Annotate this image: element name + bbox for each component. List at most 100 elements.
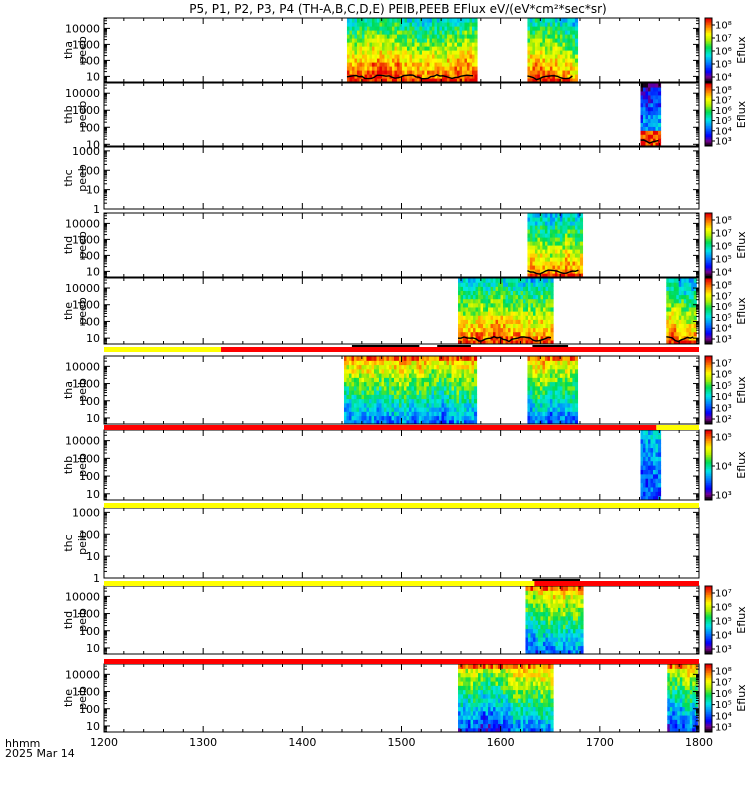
colorbar-cell [705, 133, 712, 136]
spectrogram-cell [495, 327, 499, 333]
spectrogram-cell [503, 282, 507, 287]
colorbar-cell [705, 100, 712, 103]
spectrogram-cell [562, 273, 566, 277]
spectrogram-cell [431, 411, 435, 417]
spectrogram-cell [414, 34, 418, 39]
spectrogram-cell [564, 368, 569, 374]
spectrogram-cell [549, 415, 554, 421]
spectrogram-cell [416, 50, 421, 55]
spectrogram-cell [515, 315, 519, 320]
spectrogram-cell [693, 311, 697, 316]
spectrogram-cell [406, 402, 410, 408]
spectrogram-cell [655, 126, 659, 131]
spectrogram-cell [572, 402, 576, 408]
colorbar-tick-label: 10³ [715, 335, 732, 346]
colorbar-cell [705, 217, 712, 220]
spectrogram-cell [361, 66, 366, 71]
data-interval [346, 18, 478, 82]
spectrogram-cell [495, 315, 499, 320]
spectrogram-cell [374, 70, 378, 75]
spectrogram-cell [505, 339, 509, 344]
spectrogram-cell [549, 245, 554, 250]
spectrogram-cell [446, 394, 450, 400]
spectrogram-cell [554, 34, 559, 39]
spectrogram-cell [527, 368, 531, 374]
colorbar-cell [705, 238, 712, 241]
spectrogram-cell [404, 70, 408, 75]
spectrogram-cell [480, 294, 484, 300]
spectrogram-cell [534, 34, 539, 39]
spectrogram-cell [574, 398, 579, 404]
colorbar-cell [705, 87, 712, 90]
spectrogram-cell [475, 298, 479, 304]
spectrogram-cell [465, 286, 469, 291]
spectrogram-cell [396, 419, 400, 424]
spectrogram-cell [652, 451, 657, 457]
spectrogram-cell [529, 273, 534, 277]
spectrogram-cell [478, 339, 482, 344]
colorbar-cell [705, 225, 712, 228]
colorbar-cell [705, 116, 712, 119]
spectrogram-cell [540, 335, 544, 341]
spectrogram-cell [419, 70, 423, 75]
spectrogram-cell [401, 30, 406, 35]
spectrogram-cell [411, 360, 415, 366]
colorbar-cell [705, 216, 712, 219]
spectrogram-cell [466, 66, 471, 71]
spectrogram-cell [343, 377, 348, 383]
spectrogram-cell [414, 22, 418, 27]
spectrogram-cell [562, 70, 566, 75]
spectrogram-cell [691, 311, 695, 316]
spectrogram-cell [483, 339, 487, 344]
spectrogram-cell [421, 50, 426, 55]
spectrogram-cell [485, 311, 489, 316]
spectrogram-cell [537, 46, 541, 51]
spectrogram-cell [493, 278, 497, 283]
spectrogram-cell [545, 315, 549, 320]
spectrogram-cell [554, 411, 559, 417]
spectrogram-cell [640, 491, 644, 497]
spectrogram-cell [353, 356, 358, 361]
spectrogram-cell [569, 38, 574, 43]
spectrogram-cell [433, 407, 438, 412]
spectrogram-cell [567, 213, 571, 218]
spectrogram-cell [645, 465, 649, 470]
spectrogram-cell [564, 233, 569, 238]
spectrogram-cell [353, 360, 358, 366]
spectrogram-cell [530, 319, 534, 324]
spectrogram-cell [359, 18, 363, 23]
spectrogram-cell [448, 360, 453, 366]
spectrogram-cell [363, 394, 368, 400]
spectrogram-cell [358, 419, 363, 424]
spectrogram-cell [448, 398, 453, 404]
spectrogram-cell [356, 381, 360, 387]
spectrogram-cell [539, 46, 544, 51]
y-axis-label-product: peib [76, 378, 89, 402]
spectrogram-cell [562, 54, 566, 59]
spectrogram-cell [548, 311, 552, 316]
spectrogram-cell [376, 360, 380, 366]
spectrogram-cell [647, 98, 652, 104]
spectrogram-cell [411, 394, 415, 400]
colorbar-cell [705, 27, 712, 30]
spectrogram-cell [542, 221, 546, 226]
colorbar-cell [705, 317, 712, 320]
spectrogram-cell [408, 390, 413, 395]
spectrogram-cell [403, 360, 408, 366]
spectrogram-cell [384, 26, 388, 31]
spectrogram-cell [548, 278, 552, 283]
spectrogram-cell [540, 298, 544, 304]
spectrogram-cell [534, 398, 539, 404]
spectrogram-cell [535, 327, 539, 333]
spectrogram-cell [528, 306, 532, 312]
spectrogram-cell [474, 30, 478, 35]
spectrogram-cell [453, 368, 458, 374]
spectrogram-cell [398, 381, 403, 387]
spectrogram-cell [383, 394, 388, 400]
spectrogram-cell [408, 364, 413, 370]
spectrogram-cell [537, 18, 541, 23]
spectrogram-cell [361, 398, 365, 404]
spectrogram-cell [346, 364, 350, 370]
spectrogram-cell [463, 339, 467, 344]
spectrogram-cell [562, 261, 566, 266]
